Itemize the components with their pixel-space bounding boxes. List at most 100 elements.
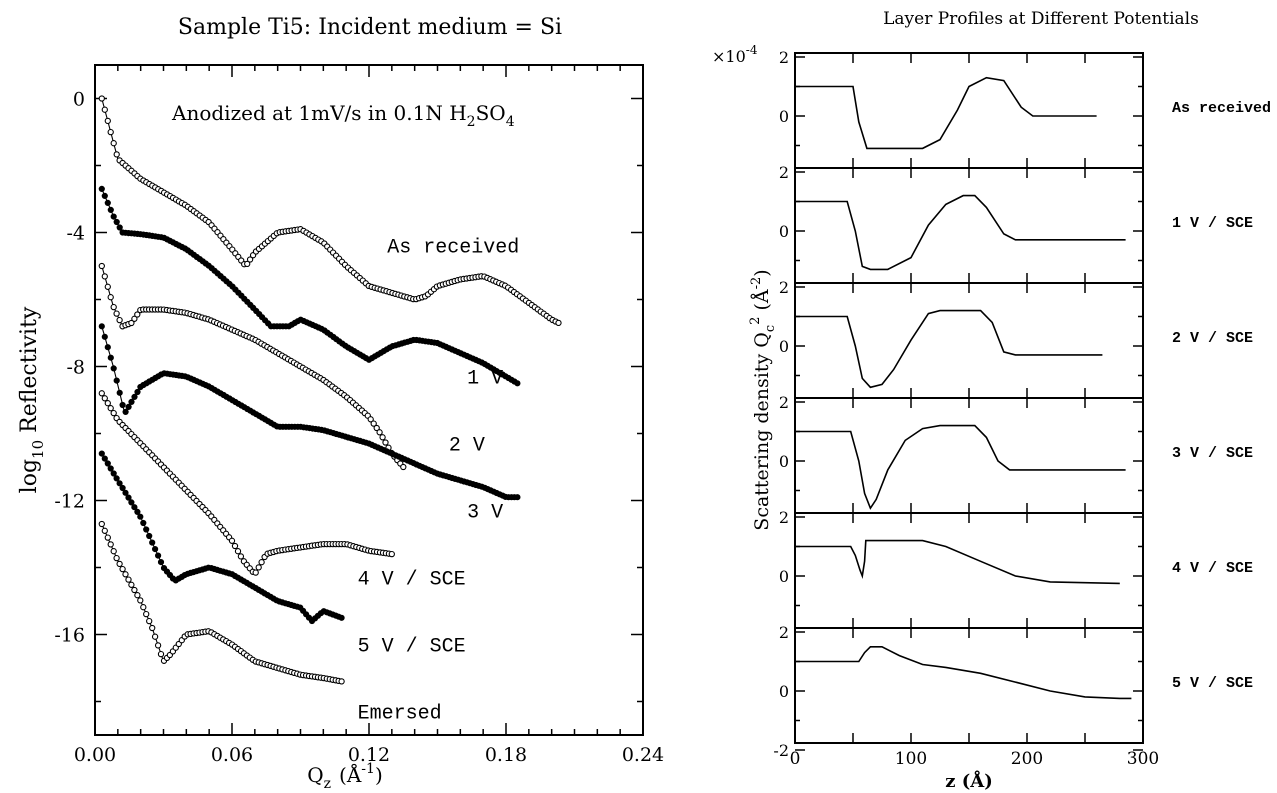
data-point-5-v-sce (101, 455, 108, 462)
data-point-3-v (122, 408, 129, 415)
panel-y-tick-label: 0 (779, 682, 789, 701)
data-point-emersed (338, 678, 345, 685)
series-as-received (98, 95, 562, 327)
series-3-v (98, 323, 521, 501)
data-point-3-v (101, 333, 108, 340)
data-point-2-v (370, 420, 377, 427)
data-point-3-v (104, 344, 111, 351)
series-1-v (98, 185, 521, 387)
data-point-emersed (125, 576, 132, 583)
data-point-emersed (143, 610, 150, 618)
data-point-4-v-sce (107, 405, 114, 412)
data-point-3-v (119, 401, 126, 409)
series-4-v-sce (98, 390, 395, 576)
data-point-1-v (110, 213, 117, 220)
profile-curve-4-v-sce (795, 539, 1120, 585)
data-point-emersed (134, 592, 141, 599)
data-point-as-received (246, 256, 254, 263)
data-point-5-v-sce (143, 526, 150, 533)
data-point-1-v (104, 199, 111, 206)
data-point-5-v-sce (157, 559, 165, 566)
panel-label-as-received: As received (1172, 100, 1271, 117)
data-point-3-v (514, 494, 521, 501)
left-x-tick-label: 0.00 (74, 744, 116, 766)
data-point-emersed (116, 560, 123, 568)
panel-5-v-sce: 2 0 -2 (773, 623, 1143, 760)
right-x-tick-label: 200 (1011, 749, 1043, 769)
data-point-4-v-sce (101, 395, 108, 402)
data-point-5-v-sce (140, 519, 147, 527)
data-point-1-v (101, 192, 108, 199)
panel-label-2-v-sce: 2 V / SCE (1172, 330, 1253, 347)
data-point-emersed (122, 571, 129, 578)
layer-profile-chart: Layer Profiles at Different Potentials ×… (712, 9, 1271, 792)
right-x-tick-label: 0 (790, 749, 801, 769)
data-point-3-v (107, 354, 114, 361)
data-point-emersed (140, 604, 147, 611)
data-point-4-v-sce (258, 559, 265, 566)
data-point-4-v-sce (231, 542, 239, 550)
series-label-2-v: 2 V (449, 434, 485, 457)
left-title: Sample Ti5: Incident medium = Si (178, 15, 562, 40)
data-point-4-v-sce (255, 564, 262, 571)
data-point-as-received (555, 319, 562, 327)
data-point-5-v-sce (338, 614, 345, 621)
panel-label-1-v-sce: 1 V / SCE (1172, 215, 1253, 232)
series-label-5-v-sce: 5 V / SCE (358, 635, 466, 658)
data-point-2-v (98, 262, 105, 270)
left-y-axis-label: log10 Reflectivity (17, 306, 47, 493)
data-point-5-v-sce (152, 546, 159, 553)
data-point-emersed (137, 597, 144, 604)
right-x-tick-label: 300 (1127, 749, 1159, 769)
fit-curve-as-received (101, 98, 559, 324)
data-point-as-received (110, 140, 117, 147)
panel-label-3-v-sce: 3 V / SCE (1172, 445, 1253, 462)
panel-y-tick-label: 0 (779, 567, 789, 586)
profile-curve-as-received (795, 76, 1097, 150)
data-point-5-v-sce (104, 460, 111, 467)
panel-y-tick-label: 0 (779, 337, 789, 356)
left-x-tick-label: 0.18 (485, 744, 527, 766)
left-series-group (98, 95, 562, 685)
series-label-emersed: Emersed (358, 702, 442, 725)
left-y-tick-label: -4 (66, 223, 85, 245)
panel-y-tick-label: 2 (779, 48, 789, 67)
data-point-1-v (514, 380, 521, 387)
fit-curve-1-v (101, 188, 518, 384)
profile-curve-2-v-sce (795, 309, 1103, 389)
data-point-emersed (119, 565, 126, 573)
data-point-2-v (110, 303, 117, 311)
data-point-4-v-sce (252, 569, 259, 576)
series-5-v-sce (98, 450, 345, 625)
data-point-3-v (116, 389, 123, 396)
panel-y-tick-label: 2 (779, 623, 789, 642)
data-point-4-v-sce (234, 548, 242, 555)
right-y-axis-label: Scattering density Qc2 (Å-2) (748, 269, 778, 530)
data-point-2-v (379, 434, 386, 441)
data-point-4-v-sce (237, 553, 245, 560)
panel-3-v-sce: 20 (779, 393, 1143, 513)
data-point-5-v-sce (116, 480, 123, 487)
data-point-5-v-sce (155, 552, 162, 559)
series-2-v (98, 262, 407, 471)
data-point-1-v (98, 185, 105, 192)
panel-y-tick-label: 2 (779, 508, 789, 527)
data-point-2-v (367, 416, 374, 423)
panel-y-tick-label: 2 (779, 393, 789, 412)
left-y-tick-label: -12 (54, 491, 85, 513)
left-x-axis-label: Qz (Å-1) (307, 761, 383, 792)
data-point-as-received (244, 260, 251, 268)
series-label-1-v: 1 V (467, 367, 503, 390)
left-x-tick-label: 0.12 (348, 744, 390, 766)
left-axis-ticks: 0.00 0.06 0.12 0.18 0.24 0 -4 -8 -12 -16 (54, 65, 664, 766)
panel-y-tick-label: 0 (779, 222, 789, 241)
data-point-3-v (113, 377, 120, 384)
left-x-tick-label: 0.24 (622, 744, 664, 766)
series-emersed (98, 520, 345, 685)
right-x-axis-label: z (Å) (945, 769, 993, 792)
data-point-2-v (101, 273, 108, 280)
data-point-5-v-sce (149, 539, 156, 546)
data-point-5-v-sce (134, 508, 141, 515)
